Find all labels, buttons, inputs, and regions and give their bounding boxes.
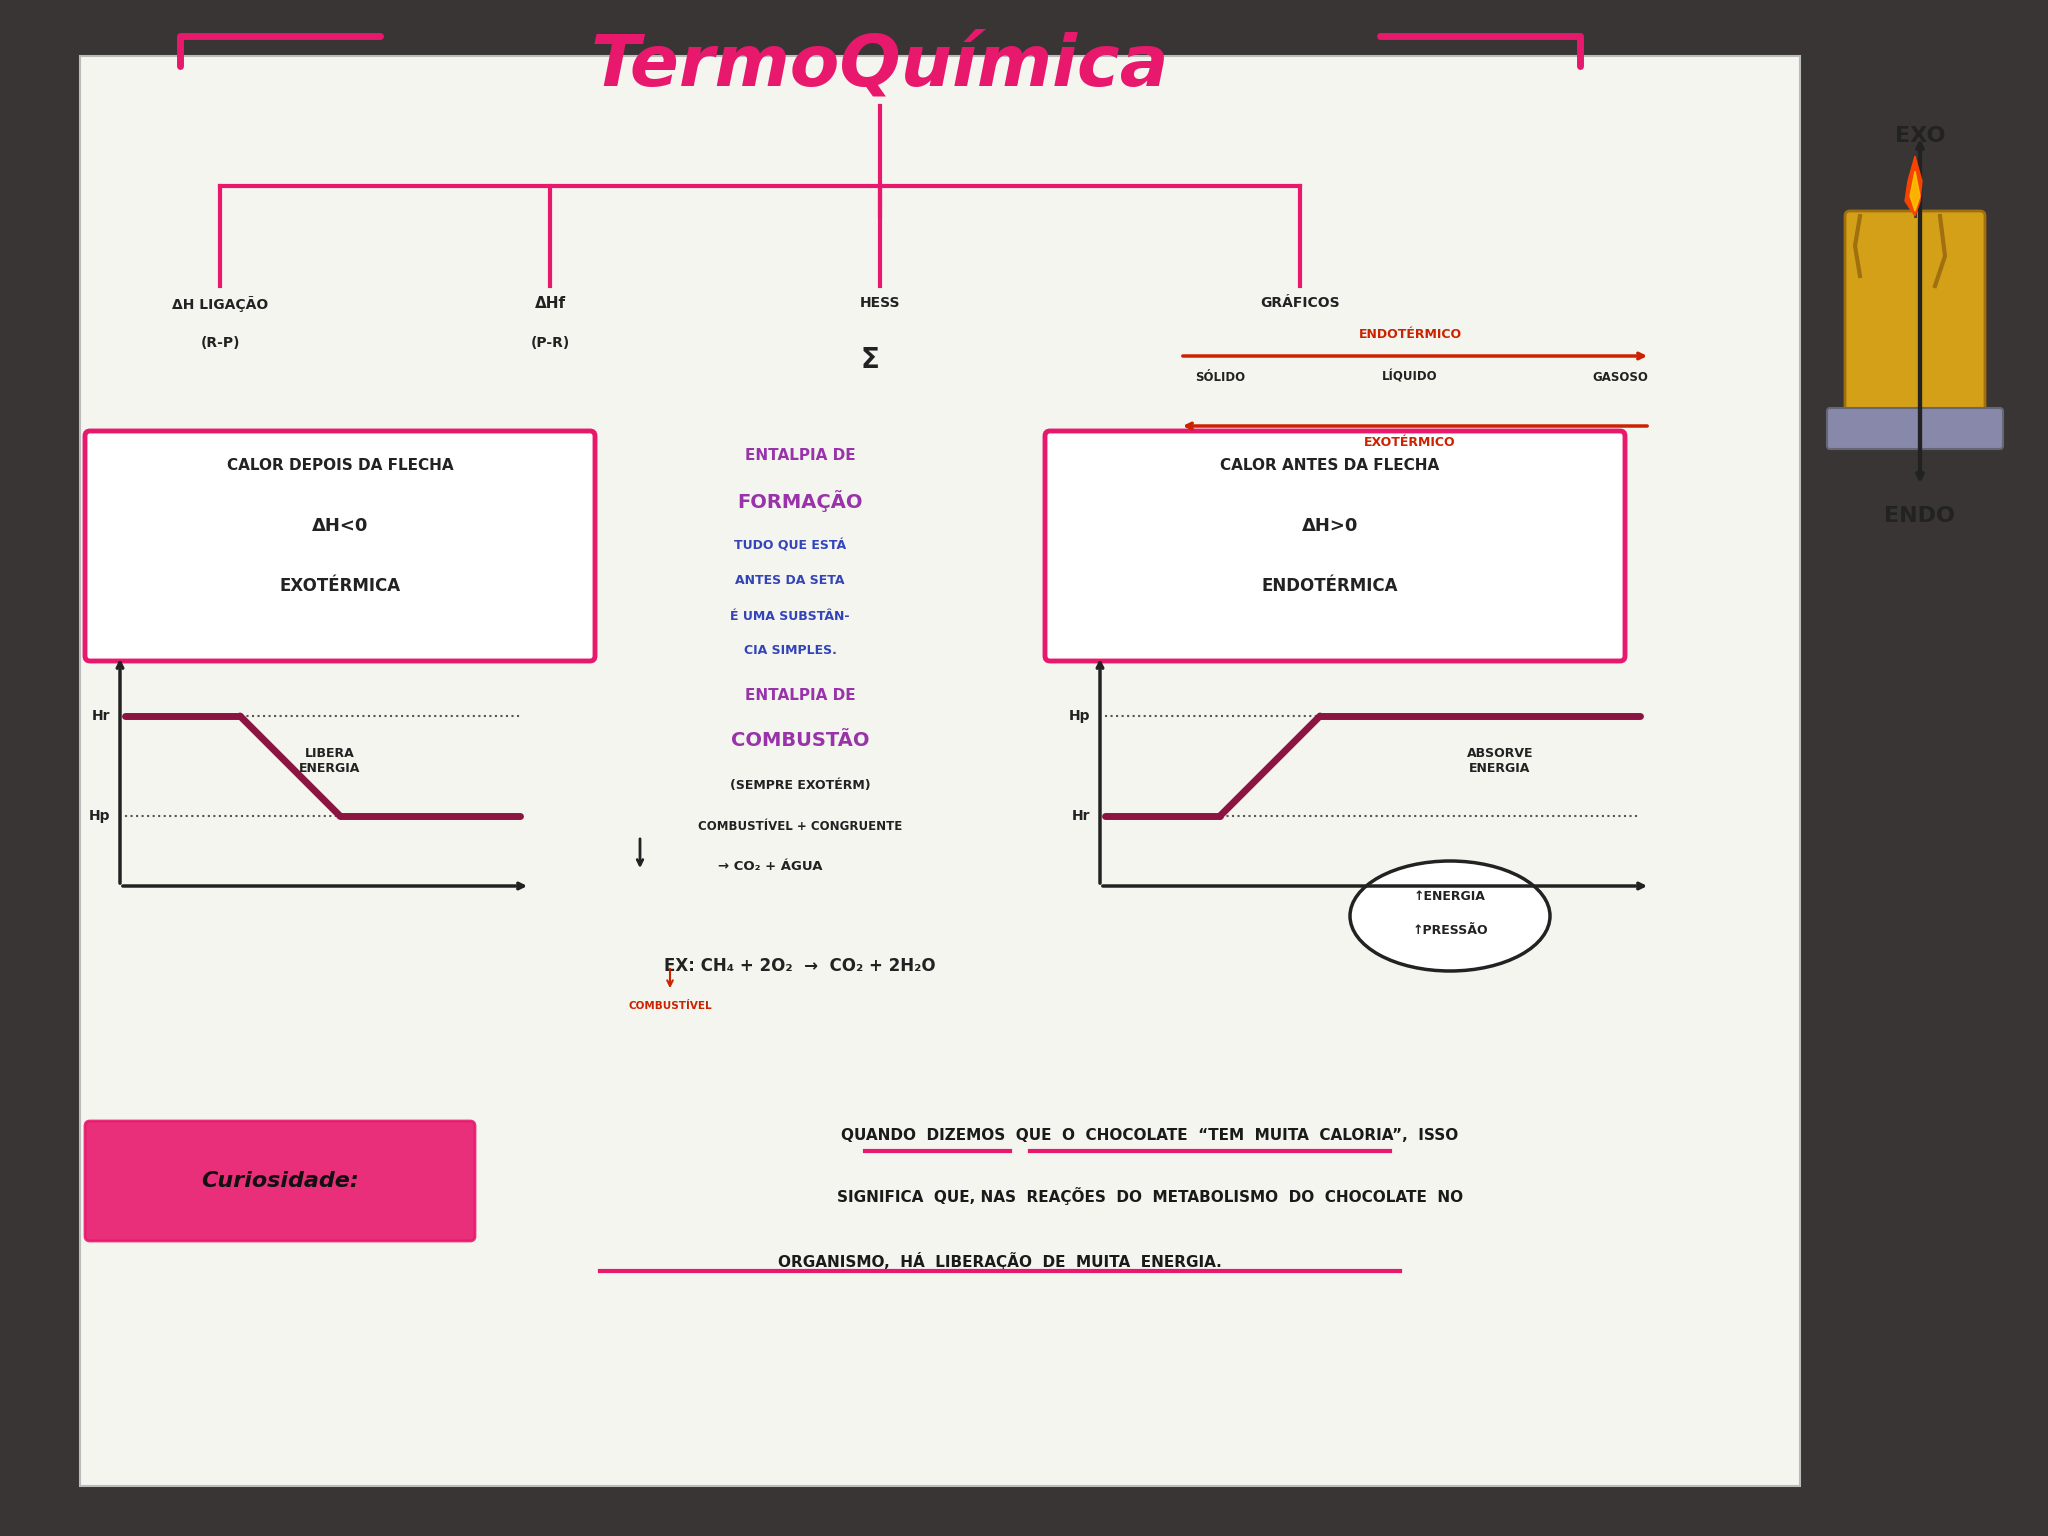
Text: QUANDO  DIZEMOS  QUE  O  CHOCOLATE  “TEM  MUITA  CALORIA”,  ISSO: QUANDO DIZEMOS QUE O CHOCOLATE “TEM MUIT… — [842, 1129, 1458, 1143]
FancyBboxPatch shape — [1845, 210, 1985, 421]
Text: TUDO QUE ESTÁ: TUDO QUE ESTÁ — [733, 539, 846, 553]
Text: (SEMPRE EXOTÉRM): (SEMPRE EXOTÉRM) — [729, 779, 870, 793]
Text: ΔHf: ΔHf — [535, 296, 565, 310]
Text: ENDOTÉRMICA: ENDOTÉRMICA — [1262, 578, 1399, 594]
Text: CIA SIMPLES.: CIA SIMPLES. — [743, 645, 836, 657]
Text: ΔH<0: ΔH<0 — [311, 518, 369, 535]
Text: LIBERA
ENERGIA: LIBERA ENERGIA — [299, 746, 360, 776]
Text: Curiosidade:: Curiosidade: — [201, 1170, 358, 1190]
FancyBboxPatch shape — [86, 432, 596, 660]
Text: EXOTÉRMICO: EXOTÉRMICO — [1364, 436, 1456, 449]
Text: ↑PRESSÃO: ↑PRESSÃO — [1413, 925, 1487, 937]
Text: ENTALPIA DE: ENTALPIA DE — [745, 449, 856, 464]
Text: CALOR ANTES DA FLECHA: CALOR ANTES DA FLECHA — [1221, 459, 1440, 473]
Text: FORMAÇÃO: FORMAÇÃO — [737, 490, 862, 511]
Text: EX: CH₄ + 2O₂  →  CO₂ + 2H₂O: EX: CH₄ + 2O₂ → CO₂ + 2H₂O — [664, 957, 936, 975]
Text: → CO₂ + ÁGUA: → CO₂ + ÁGUA — [717, 860, 821, 872]
Text: ORGANISMO,  HÁ  LIBERAÇÃO  DE  MUITA  ENERGIA.: ORGANISMO, HÁ LIBERAÇÃO DE MUITA ENERGIA… — [778, 1252, 1223, 1270]
Text: COMBUSTÍVEL + CONGRUENTE: COMBUSTÍVEL + CONGRUENTE — [698, 820, 901, 833]
Text: CALOR DEPOIS DA FLECHA: CALOR DEPOIS DA FLECHA — [227, 459, 453, 473]
Text: (P-R): (P-R) — [530, 336, 569, 350]
FancyBboxPatch shape — [1827, 409, 2003, 449]
Text: Hr: Hr — [92, 710, 111, 723]
Text: ENDOTÉRMICO: ENDOTÉRMICO — [1358, 329, 1462, 341]
Text: EXO: EXO — [1894, 126, 1946, 146]
Text: Hp: Hp — [88, 809, 111, 823]
Text: GASOSO: GASOSO — [1591, 372, 1649, 384]
FancyBboxPatch shape — [80, 55, 1800, 1485]
FancyBboxPatch shape — [1044, 432, 1624, 660]
Text: Hr: Hr — [1071, 809, 1090, 823]
Text: ΔH LIGAÇÃO: ΔH LIGAÇÃO — [172, 296, 268, 312]
Text: Σ: Σ — [860, 346, 879, 373]
Text: ABSORVE
ENERGIA: ABSORVE ENERGIA — [1466, 746, 1534, 776]
Text: COMBUSTÍVEL: COMBUSTÍVEL — [629, 1001, 713, 1011]
Ellipse shape — [1350, 862, 1550, 971]
Text: ENDO: ENDO — [1884, 505, 1956, 525]
Text: LÍQUIDO: LÍQUIDO — [1382, 372, 1438, 384]
Text: Hp: Hp — [1069, 710, 1090, 723]
Text: ↑ENERGIA: ↑ENERGIA — [1413, 889, 1487, 903]
Text: SIGNIFICA  QUE, NAS  REAÇÕES  DO  METABOLISMO  DO  CHOCOLATE  NO: SIGNIFICA QUE, NAS REAÇÕES DO METABOLISM… — [838, 1187, 1462, 1206]
Text: ENTALPIA DE: ENTALPIA DE — [745, 688, 856, 703]
Text: GRÁFICOS: GRÁFICOS — [1260, 296, 1339, 310]
Text: É UMA SUBSTÂN-: É UMA SUBSTÂN- — [731, 610, 850, 622]
Text: COMBUSTÃO: COMBUSTÃO — [731, 731, 868, 751]
FancyBboxPatch shape — [86, 1121, 475, 1241]
Text: SÓLIDO: SÓLIDO — [1194, 372, 1245, 384]
Text: ΔH>0: ΔH>0 — [1303, 518, 1358, 535]
Polygon shape — [1911, 170, 1921, 210]
Polygon shape — [1905, 157, 1921, 217]
Text: EXOTÉRMICA: EXOTÉRMICA — [279, 578, 401, 594]
Text: ANTES DA SETA: ANTES DA SETA — [735, 574, 844, 587]
Text: HESS: HESS — [860, 296, 901, 310]
Text: (R-P): (R-P) — [201, 336, 240, 350]
Text: TermoQuímica: TermoQuímica — [590, 32, 1169, 100]
